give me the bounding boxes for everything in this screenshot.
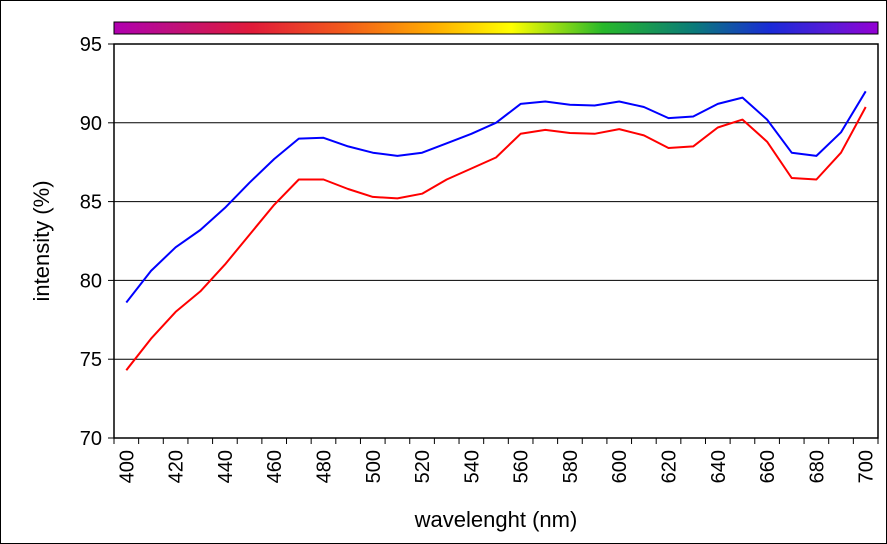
x-tick-label: 560 xyxy=(511,450,533,483)
series-line-0 xyxy=(125,90,867,304)
y-tick-label: 95 xyxy=(80,34,102,56)
series-line-1 xyxy=(125,106,867,371)
x-tick-label: 540 xyxy=(461,450,483,483)
y-tick-label: 85 xyxy=(80,192,102,214)
spectrum-bar xyxy=(113,21,879,35)
x-tick-label: 440 xyxy=(215,450,237,483)
x-tick-label: 480 xyxy=(313,450,335,483)
series-lines xyxy=(125,90,867,371)
y-tick-label: 90 xyxy=(80,113,102,135)
x-tick-label: 400 xyxy=(116,450,138,483)
axis-ticks xyxy=(108,43,879,444)
x-tick-label: 620 xyxy=(659,450,681,483)
x-tick-label: 660 xyxy=(757,450,779,483)
y-tick-label: 70 xyxy=(80,428,102,450)
tick-labels: 70 75 80 85 90 95 400 420 440 460 480 500 520 540 560 5… xyxy=(80,34,878,483)
plot-area xyxy=(113,43,879,439)
y-tick-label: 75 xyxy=(80,349,102,371)
x-tick-label: 680 xyxy=(806,450,828,483)
x-tick-label: 580 xyxy=(560,450,582,483)
y-axis-title: intensity (%) xyxy=(29,180,54,301)
x-tick-label: 520 xyxy=(412,450,434,483)
x-tick-label: 700 xyxy=(856,450,878,483)
x-tick-label: 420 xyxy=(166,450,188,483)
x-tick-label: 500 xyxy=(363,450,385,483)
x-axis-title: wavelenght (nm) xyxy=(414,507,578,532)
x-tick-label: 460 xyxy=(264,450,286,483)
x-tick-label: 600 xyxy=(609,450,631,483)
y-tick-label: 80 xyxy=(80,270,102,292)
x-tick-label: 640 xyxy=(708,450,730,483)
